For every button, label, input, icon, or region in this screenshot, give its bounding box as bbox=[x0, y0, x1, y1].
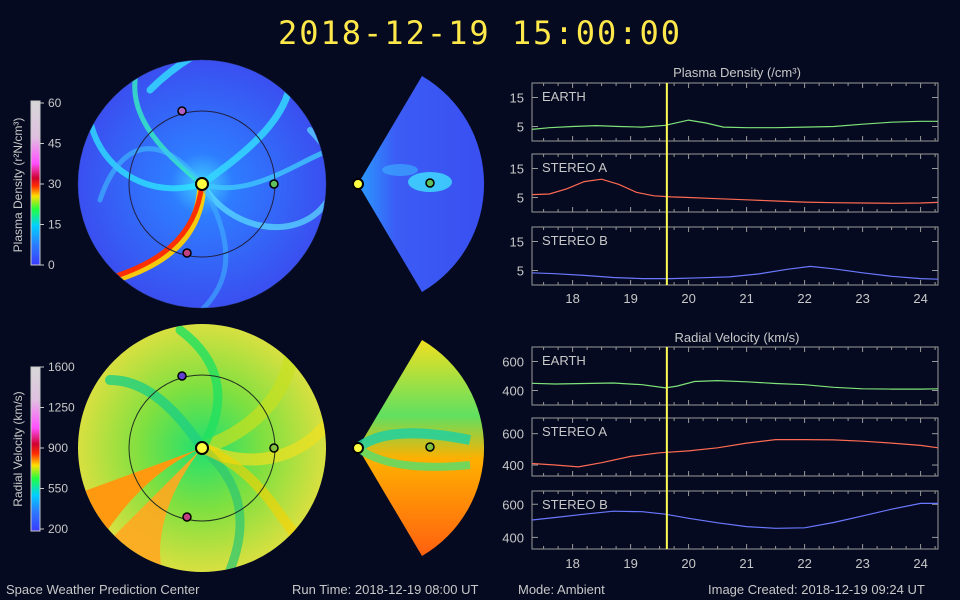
velocity-colorbar-tick-label: 200 bbox=[48, 522, 68, 536]
density-x-tick-label: 18 bbox=[565, 291, 579, 306]
density-x-tick-label: 20 bbox=[681, 291, 695, 306]
velocity-stereo-a-y-tick-label: 600 bbox=[502, 427, 524, 442]
density-colorbar-tick-label: 0 bbox=[48, 258, 55, 272]
velocity-stereo-a-y-tick-label: 400 bbox=[502, 458, 524, 473]
velocity-x-tick-label: 22 bbox=[797, 556, 811, 571]
density-stereo-b-series-label: STEREO B bbox=[542, 233, 608, 248]
density-earth-series-line bbox=[531, 119, 938, 130]
velocity-colorbar: Radial Velocity (km/s) 1600 1250 900 550 200 bbox=[11, 360, 75, 536]
density-earth-y-tick-label: 15 bbox=[510, 91, 524, 106]
velocity-stereo-b-panel: 600 400 STEREO B bbox=[502, 490, 939, 550]
velocity-x-tick-label: 20 bbox=[681, 556, 695, 571]
velocity-x-tick-label: 23 bbox=[855, 556, 869, 571]
velocity-stereo-b-series-line bbox=[531, 502, 938, 529]
density-x-tick-label: 23 bbox=[855, 291, 869, 306]
density-ecliptic-disk bbox=[77, 59, 327, 309]
density-stereo-a-panel: 15 5 STEREO A bbox=[510, 153, 939, 213]
velocity-stereo-b-y-tick-label: 600 bbox=[502, 497, 524, 512]
stereo-a-position-marker bbox=[182, 248, 192, 258]
wedge-earth-marker-velocity bbox=[425, 442, 435, 452]
density-x-tick-label: 24 bbox=[913, 291, 927, 306]
timestamp-title: 2018-12-19 15:00:00 bbox=[277, 14, 683, 52]
velocity-earth-frame bbox=[531, 346, 939, 406]
footer-image-created: Image Created: 2018-12-19 09:24 UT bbox=[708, 582, 925, 597]
velocity-stereo-b-series-label: STEREO B bbox=[542, 497, 608, 512]
density-colorbar: Plasma Density (r²N/cm³) 60 45 30 15 0 bbox=[11, 96, 62, 272]
density-stereo-a-series-label: STEREO A bbox=[542, 160, 607, 175]
density-stereo-b-frame bbox=[531, 226, 939, 286]
density-colorbar-tick-label: 30 bbox=[48, 177, 62, 191]
density-meridional-wedge bbox=[358, 76, 485, 292]
density-earth-y-tick-label: 5 bbox=[517, 120, 524, 135]
time-series-charts: 15 5 EARTH 15 5 STEREO A 15 5 STEREO B 18 19 20 21 22… bbox=[502, 82, 939, 571]
earth-position-marker bbox=[269, 179, 279, 189]
density-earth-panel: 15 5 EARTH bbox=[510, 82, 939, 142]
density-stereo-b-y-tick-label: 15 bbox=[510, 235, 524, 250]
density-stereo-b-y-tick-label: 5 bbox=[517, 264, 524, 279]
wedge-earth-marker bbox=[425, 178, 435, 188]
velocity-earth-series-line bbox=[531, 379, 939, 390]
velocity-colorbar-tick-label: 1600 bbox=[48, 360, 75, 374]
velocity-colorbar-tick-label: 550 bbox=[48, 482, 68, 496]
velocity-chart-title: Radial Velocity (km/s) bbox=[675, 330, 800, 345]
velocity-colorbar-tick-label: 900 bbox=[48, 441, 68, 455]
wedge-sun-marker bbox=[352, 178, 364, 190]
density-stereo-a-y-tick-label: 15 bbox=[510, 162, 524, 177]
sun-marker bbox=[195, 177, 209, 191]
velocity-stereo-a-series-label: STEREO A bbox=[542, 424, 607, 439]
velocity-ecliptic-disk bbox=[78, 324, 326, 572]
earth-position-marker-velocity bbox=[269, 443, 279, 453]
density-x-tick-label: 19 bbox=[623, 291, 637, 306]
density-stereo-a-series-line bbox=[531, 178, 939, 204]
sun-marker-velocity bbox=[195, 441, 209, 455]
stereo-b-position-marker bbox=[177, 106, 187, 116]
velocity-x-tick-label: 19 bbox=[623, 556, 637, 571]
density-colorbar-tick-label: 45 bbox=[48, 137, 62, 151]
stereo-a-position-marker-velocity bbox=[182, 512, 192, 522]
velocity-stereo-a-series-line bbox=[531, 439, 939, 468]
velocity-meridional-wedge bbox=[354, 340, 485, 556]
density-stereo-a-frame bbox=[531, 153, 939, 213]
velocity-x-tick-label: 24 bbox=[913, 556, 927, 571]
velocity-colorbar-label: Radial Velocity (km/s) bbox=[11, 391, 25, 506]
footer-run-time: Run Time: 2018-12-19 08:00 UT bbox=[292, 582, 479, 597]
density-earth-frame bbox=[531, 82, 939, 142]
velocity-earth-panel: 600 400 EARTH bbox=[502, 346, 939, 406]
density-stereo-b-panel: 15 5 STEREO B bbox=[510, 226, 939, 286]
velocity-earth-y-tick-label: 600 bbox=[502, 355, 524, 370]
velocity-x-tick-label: 21 bbox=[739, 556, 753, 571]
density-earth-series-label: EARTH bbox=[542, 89, 586, 104]
density-stereo-a-y-tick-label: 5 bbox=[517, 191, 524, 206]
wedge-sun-marker-velocity bbox=[352, 442, 364, 454]
footer-mode: Mode: Ambient bbox=[518, 582, 605, 597]
density-x-tick-label: 21 bbox=[739, 291, 753, 306]
stereo-b-position-marker-velocity bbox=[177, 371, 187, 381]
density-colorbar-tick-label: 15 bbox=[48, 218, 62, 232]
density-colorbar-label: Plasma Density (r²N/cm³) bbox=[11, 118, 25, 253]
density-chart-title: Plasma Density (/cm³) bbox=[673, 65, 801, 80]
velocity-x-tick-label: 18 bbox=[565, 556, 579, 571]
footer-center-name: Space Weather Prediction Center bbox=[6, 582, 200, 597]
density-x-tick-label: 22 bbox=[797, 291, 811, 306]
velocity-stereo-b-y-tick-label: 400 bbox=[502, 530, 524, 545]
velocity-earth-series-label: EARTH bbox=[542, 353, 586, 368]
density-stereo-b-series-line bbox=[531, 265, 939, 280]
velocity-earth-y-tick-label: 400 bbox=[502, 384, 524, 399]
density-colorbar-tick-label: 60 bbox=[48, 96, 62, 110]
velocity-stereo-a-frame bbox=[531, 417, 939, 477]
velocity-stereo-a-panel: 600 400 STEREO A bbox=[502, 417, 939, 477]
velocity-colorbar-tick-label: 1250 bbox=[48, 401, 75, 415]
